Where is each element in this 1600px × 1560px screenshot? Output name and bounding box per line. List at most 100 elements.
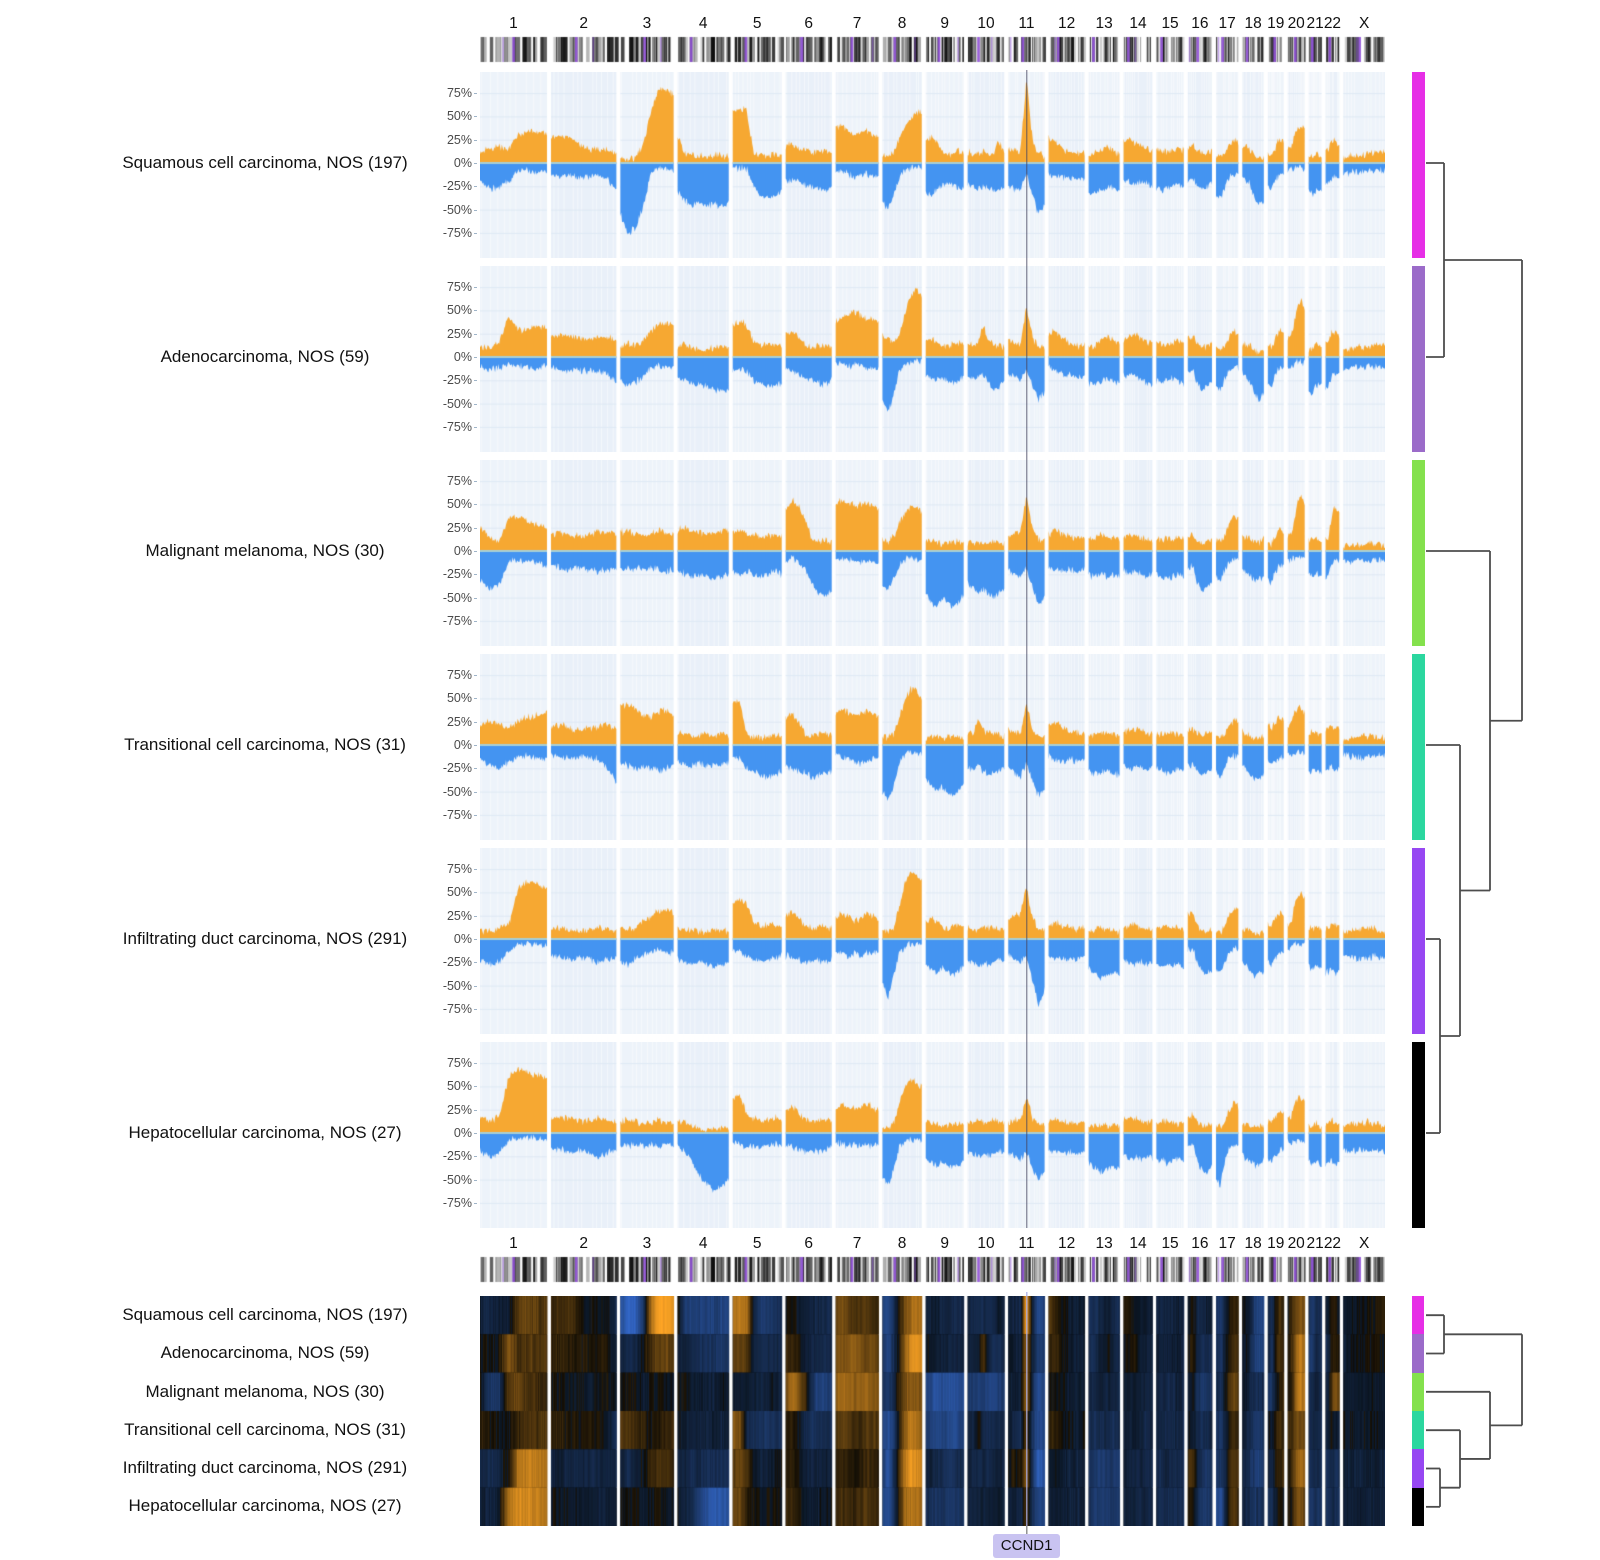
y-axis-tick-mark (474, 1133, 477, 1134)
chromosome-label-14-bottom: 14 (1129, 1235, 1147, 1252)
y-axis-tick-mark (474, 791, 477, 793)
y-axis-tick-label: 25% (446, 520, 472, 535)
y-axis-tick-mark (474, 527, 477, 529)
cluster-color-bar-0 (1412, 72, 1425, 258)
chromosome-label-20-top: 20 (1287, 15, 1305, 32)
y-axis-tick-label: -25% (442, 179, 472, 194)
chromosome-label-3-top: 3 (642, 15, 652, 32)
heatmap-label-squamous: Squamous cell carcinoma, NOS (197) (122, 1305, 408, 1324)
chromosome-label-9-bottom: 9 (940, 1235, 950, 1252)
heatmap-label-duct: Infiltrating duct carcinoma, NOS (291) (122, 1458, 408, 1477)
chromosome-label-20-bottom: 20 (1287, 1235, 1305, 1252)
chromosome-label-22-top: 22 (1323, 15, 1342, 32)
y-axis-tick-mark (474, 357, 477, 358)
chromosome-label-18-bottom: 18 (1244, 1235, 1262, 1252)
chromosome-label-5-bottom: 5 (752, 1235, 762, 1252)
chromosome-label-8-bottom: 8 (897, 1235, 907, 1252)
y-axis-tick-label: 50% (446, 497, 472, 512)
y-axis-tick-label: 50% (446, 109, 472, 124)
y-axis-tick-label: 0% (453, 932, 472, 946)
y-axis-tick-label: 75% (446, 862, 472, 877)
y-axis-tick-label: -25% (442, 1149, 472, 1164)
frequency-track-duct (480, 848, 1385, 1034)
chromosome-label-21-bottom: 21 (1306, 1235, 1324, 1252)
y-axis-tick-mark (474, 209, 477, 211)
track-label-hepato: Hepatocellular carcinoma, NOS (27) (128, 1123, 402, 1142)
chromosome-label-1-bottom: 1 (509, 1235, 518, 1252)
heatmap-label-adeno: Adenocarcinoma, NOS (59) (160, 1343, 370, 1362)
y-axis-tick-label: 50% (446, 691, 472, 706)
cluster-color-bar-5 (1412, 1042, 1425, 1228)
y-axis-tick-label: 0% (453, 738, 472, 752)
y-axis-tick-label: 25% (446, 1102, 472, 1117)
heatmap-cluster-color-bar-5 (1412, 1487, 1424, 1526)
y-axis-tick-mark (474, 139, 477, 141)
chromosome-label-9-top: 9 (940, 15, 950, 32)
y-axis-tick-mark (474, 597, 477, 599)
y-axis-tick-mark (474, 481, 477, 483)
chromosome-label-19-top: 19 (1267, 15, 1285, 32)
cluster-color-bar-4 (1412, 848, 1425, 1034)
y-axis-tick-label: 50% (446, 885, 472, 900)
y-axis-tick-label: 25% (446, 326, 472, 341)
chromosome-label-12-bottom: 12 (1057, 1235, 1076, 1252)
frequency-track-adeno (480, 266, 1385, 452)
y-axis-tick-mark (474, 504, 477, 506)
chromosome-label-2-bottom: 2 (579, 1235, 588, 1252)
y-axis-tick-label: 75% (446, 474, 472, 489)
y-axis-tick-label: -25% (442, 567, 472, 582)
y-axis-tick-mark (474, 814, 477, 816)
chromosome-label-8-top: 8 (897, 15, 907, 32)
chromosome-label-15-bottom: 15 (1161, 1235, 1179, 1252)
chromosome-label-13-bottom: 13 (1095, 1235, 1113, 1252)
y-axis-tick-mark (474, 93, 477, 95)
y-axis-tick-mark (474, 745, 477, 746)
chromosome-label-16-bottom: 16 (1191, 1235, 1209, 1252)
chromosome-label-7-bottom: 7 (852, 1235, 862, 1252)
cluster-color-bar-2 (1412, 460, 1425, 646)
y-axis-tick-label: 0% (453, 544, 472, 558)
y-axis-tick-mark (474, 768, 477, 770)
heatmap-cluster-color-bar-2 (1412, 1372, 1424, 1411)
heatmap-label-melanoma: Malignant melanoma, NOS (30) (145, 1382, 385, 1401)
heatmap-cluster-color-bar-0 (1412, 1296, 1424, 1335)
y-axis-tick-mark (474, 186, 477, 188)
y-axis-tick-mark (474, 962, 477, 964)
y-axis-tick-label: -25% (442, 761, 472, 776)
y-axis-tick-mark (474, 287, 477, 289)
y-axis-tick-label: 50% (446, 1079, 472, 1094)
chromosome-ideogram-bottom (480, 1256, 1385, 1283)
y-axis-tick-mark (474, 1179, 477, 1181)
chromosome-label-X-bottom: X (1358, 1235, 1370, 1252)
y-axis-tick-label: -50% (442, 396, 472, 411)
y-axis-tick-mark (474, 698, 477, 700)
track-label-transitional: Transitional cell carcinoma, NOS (31) (124, 735, 406, 754)
heatmap-label-transitional: Transitional cell carcinoma, NOS (31) (124, 1420, 406, 1439)
chromosome-label-2-top: 2 (579, 15, 588, 32)
y-axis-tick-label: -50% (442, 202, 472, 217)
chromosome-ideogram-top (480, 36, 1385, 63)
y-axis-tick-mark (474, 1063, 477, 1065)
y-axis-tick-mark (474, 721, 477, 723)
y-axis-tick-mark (474, 426, 477, 428)
y-axis-tick-mark (474, 380, 477, 382)
frequency-track-squamous (480, 72, 1385, 258)
gene-flag-ccnd1[interactable]: CCND1 (992, 1534, 1061, 1558)
y-axis-tick-label: 25% (446, 714, 472, 729)
y-axis-tick-mark (474, 574, 477, 576)
y-axis-tick-mark (474, 232, 477, 234)
chromosome-label-17-bottom: 17 (1218, 1235, 1236, 1252)
y-axis-tick-mark (474, 620, 477, 622)
cluster-color-bar-3 (1412, 654, 1425, 840)
y-axis-tick-label: 0% (453, 156, 472, 170)
y-axis-tick-label: -50% (442, 978, 472, 993)
cluster-color-bar-1 (1412, 266, 1425, 452)
frequency-track-transitional (480, 654, 1385, 840)
chromosome-label-1-top: 1 (509, 15, 518, 32)
cnv-heatmap (480, 1296, 1385, 1526)
y-axis-tick-mark (474, 1086, 477, 1088)
y-axis-tick-label: -50% (442, 784, 472, 799)
track-label-duct: Infiltrating duct carcinoma, NOS (291) (122, 929, 408, 948)
y-axis-tick-label: -25% (442, 373, 472, 388)
